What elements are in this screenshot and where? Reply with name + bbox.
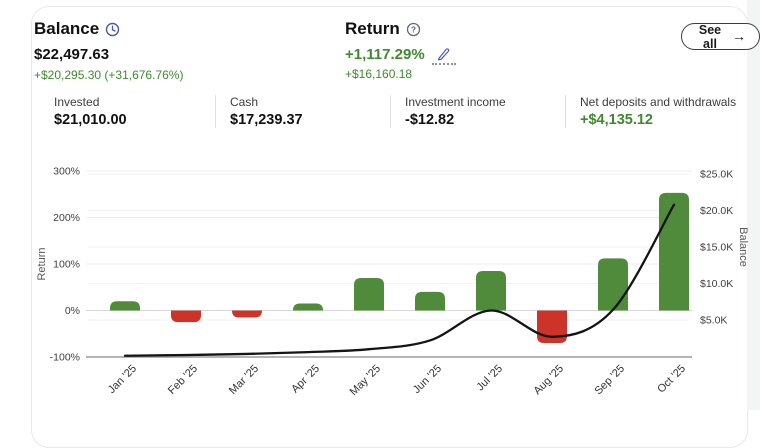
- left-axis-tick: 200%: [53, 212, 80, 224]
- performance-chart[interactable]: 300% 200% 100% 0% -100% $25.0K $20.0K $15.0K $10…: [0, 0, 760, 410]
- left-axis-tick: -100%: [50, 352, 80, 364]
- x-axis-month-label: Feb '25: [166, 363, 200, 397]
- return-value: +1,117.29%: [345, 46, 425, 63]
- x-axis-month-label: Aug '25: [531, 363, 566, 398]
- stats-divider: [215, 95, 216, 128]
- stat-label: Invested: [54, 95, 100, 109]
- return-bar[interactable]: [537, 310, 567, 344]
- right-axis-tick: $20.0K: [700, 205, 733, 217]
- stat-value: +$4,135.12: [580, 112, 653, 128]
- right-axis-tick: $10.0K: [700, 278, 733, 290]
- edit-return-button[interactable]: [431, 46, 456, 65]
- right-axis-tick: $25.0K: [700, 169, 733, 181]
- question-icon[interactable]: ?: [406, 22, 421, 37]
- return-bar[interactable]: [110, 301, 140, 311]
- left-axis-title: Return: [36, 247, 48, 280]
- portfolio-card: [31, 6, 748, 448]
- return-bar[interactable]: [476, 270, 506, 311]
- stat-cash: Cash $17,239.37: [230, 95, 303, 128]
- return-bar[interactable]: [354, 277, 384, 311]
- see-all-label: See all: [698, 22, 722, 51]
- stats-divider: [565, 95, 566, 128]
- x-axis-month-label: Jun '25: [411, 363, 444, 396]
- stat-value: -$12.82: [405, 112, 455, 128]
- return-bar[interactable]: [171, 310, 201, 323]
- stat-invested: Invested $21,010.00: [54, 95, 127, 128]
- left-axis-tick: 0%: [65, 305, 80, 317]
- right-axis-tick: $15.0K: [700, 242, 733, 254]
- left-axis-tick: 300%: [53, 166, 80, 178]
- pencil-icon: [438, 48, 450, 61]
- arrow-right-icon: →: [732, 28, 746, 44]
- balance-title: Balance: [34, 19, 100, 38]
- stat-value: $17,239.37: [230, 112, 303, 128]
- stat-label: Net deposits and withdrawals: [580, 95, 737, 109]
- return-bar[interactable]: [232, 310, 262, 318]
- stat-label: Investment income: [405, 95, 506, 109]
- stat-investment-income: Investment income -$12.82: [405, 95, 506, 128]
- balance-change: +$20,295.30 (+31,676.76%): [34, 68, 184, 82]
- svg-text:?: ?: [411, 24, 416, 34]
- x-axis-month-label: Jan '25: [106, 363, 139, 396]
- x-axis-month-label: Oct '25: [655, 363, 688, 396]
- stat-value: $21,010.00: [54, 112, 127, 128]
- page-gutter: [747, 0, 760, 410]
- stat-label: Cash: [230, 95, 259, 109]
- right-axis-title: Balance: [737, 227, 749, 267]
- return-change: +$16,160.18: [345, 67, 413, 81]
- left-axis-tick: 100%: [53, 259, 80, 271]
- see-all-button[interactable]: See all →: [681, 22, 760, 51]
- clock-icon[interactable]: [105, 22, 120, 37]
- return-bar[interactable]: [659, 192, 689, 311]
- balance-value: $22,497.63: [34, 46, 110, 63]
- x-axis-month-label: Mar '25: [227, 363, 261, 397]
- return-bar[interactable]: [598, 258, 628, 311]
- balance-line: [123, 203, 676, 357]
- edit-underline: [431, 63, 456, 65]
- x-axis-month-label: Apr '25: [289, 363, 322, 396]
- balance-section: Balance $22,497.63 +$20,295.30 (+31,676.…: [34, 19, 183, 82]
- right-axis-tick: $5.0K: [700, 315, 727, 327]
- return-section: Return ? +1,117.29% +$16,160.18: [345, 19, 456, 81]
- stats-divider: [390, 95, 391, 128]
- return-bar[interactable]: [415, 291, 445, 311]
- x-axis-month-label: Jul '25: [474, 363, 505, 394]
- stat-net-deposits: Net deposits and withdrawals +$4,135.12: [580, 95, 736, 128]
- x-axis-month-label: May '25: [348, 363, 383, 398]
- return-bar[interactable]: [293, 303, 323, 311]
- x-axis-month-label: Sep '25: [592, 363, 627, 398]
- return-title: Return: [345, 19, 400, 38]
